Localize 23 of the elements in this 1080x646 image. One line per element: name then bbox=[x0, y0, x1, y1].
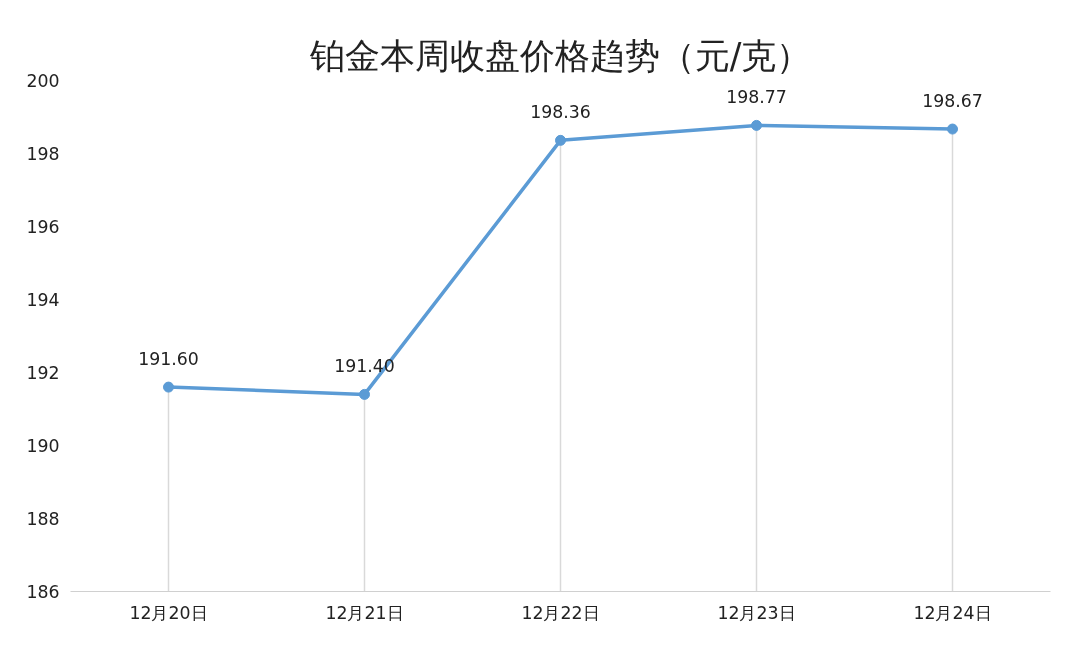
x-tick-label: 12月24日 bbox=[913, 602, 992, 623]
point bbox=[555, 134, 566, 146]
point bbox=[947, 123, 958, 135]
y-tick-label: 186 bbox=[26, 582, 60, 602]
text: 198.36 bbox=[530, 102, 591, 123]
x-tick-label: 12月22日 bbox=[521, 602, 600, 623]
y-tick-label: 190 bbox=[26, 436, 60, 456]
y-tick-label: 196 bbox=[26, 217, 60, 237]
text: 198.67 bbox=[922, 91, 983, 112]
point bbox=[163, 381, 174, 393]
x-tick-label: 12月20日 bbox=[129, 602, 208, 623]
x-tick-label: 12月21日 bbox=[325, 602, 404, 623]
y-tick-label: 194 bbox=[26, 290, 60, 310]
text: 191.60 bbox=[138, 349, 199, 370]
chart-title: 铂金本周收盘价格趋势（元/克） bbox=[308, 35, 812, 76]
point bbox=[359, 388, 370, 400]
y-tick-label: 200 bbox=[26, 71, 60, 91]
y-tick-label: 192 bbox=[26, 363, 60, 383]
y-tick-label: 188 bbox=[26, 509, 60, 529]
point bbox=[751, 119, 762, 131]
y-tick-label: 198 bbox=[26, 144, 60, 164]
x-tick-label: 12月23日 bbox=[717, 602, 796, 623]
text: 198.77 bbox=[726, 87, 787, 108]
